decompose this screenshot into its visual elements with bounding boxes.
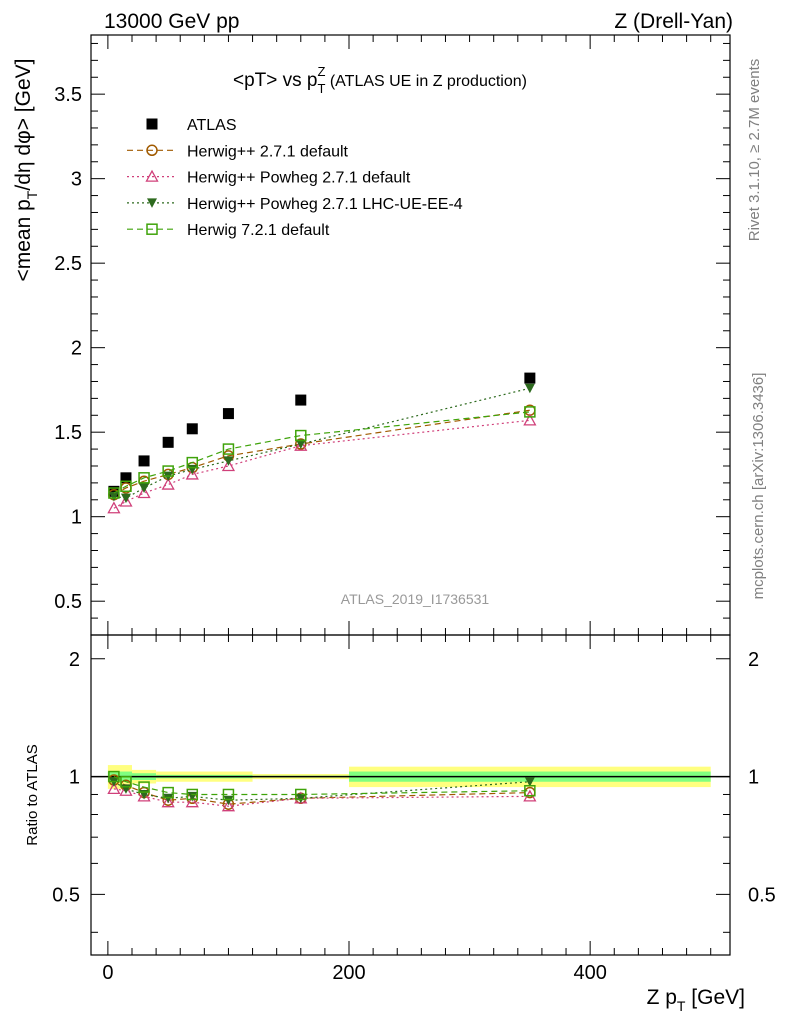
ratio-point-s1-2 <box>137 789 151 802</box>
data-point-s4-7 <box>524 406 536 418</box>
ratio-y-axis-label: Ratio to ATLAS <box>24 744 41 845</box>
ratio-point-s1-5 <box>221 799 236 812</box>
ratio-y-tick-label: 0.5 <box>52 884 80 906</box>
legend: ATLAS Herwig++ 2.7.1 default Herwig++ Powh… <box>127 117 463 239</box>
data-point-s4-3 <box>162 465 174 477</box>
data-point-s4-4 <box>186 456 199 469</box>
data-point-s3-5 <box>223 456 234 466</box>
data-point-s0-4 <box>186 423 198 435</box>
ratio-point-s3-0 <box>108 770 120 783</box>
ratio-y-tick-label: 2 <box>69 649 80 671</box>
legend-marker-0 <box>146 118 158 130</box>
data-point-s3-2 <box>139 483 150 493</box>
data-point-s0-7 <box>524 372 536 384</box>
legend-marker-2 <box>145 169 159 182</box>
ratio-point-s2-7 <box>524 777 535 787</box>
data-point-s2-0 <box>107 501 121 514</box>
x-axis-label: Z pT [GeV] <box>647 986 745 1014</box>
ratio-point-s3-6 <box>295 788 307 801</box>
data-point-s4-0 <box>108 487 120 499</box>
ratio-plot-frame <box>90 634 731 956</box>
ratio-point-s2-3 <box>163 793 174 804</box>
y-tick-label: 2.5 <box>54 253 82 275</box>
data-point-s0-6 <box>295 394 307 406</box>
main-y-axis-label: <mean pT/dη dφ> [GeV] <box>12 59 40 282</box>
x-tick-label: 200 <box>332 962 365 984</box>
ratio-point-s3-7 <box>524 784 536 797</box>
ratio-point-s2-5 <box>223 795 234 806</box>
y-tick-label: 3 <box>71 169 82 191</box>
y-tick-label: 1.5 <box>54 422 82 444</box>
legend-entry-2: Herwig++ Powheg 2.7.1 default <box>187 170 411 187</box>
ratio-point-s1-0 <box>107 782 121 795</box>
x-tick-label: 400 <box>573 962 606 984</box>
y-tick-label: 3.5 <box>54 84 82 106</box>
process-label: Z (Drell-Yan) <box>614 10 733 33</box>
main-title: <pT> vs pZ T (ATLAS UE in Z production) <box>233 64 527 96</box>
data-point-s2-1 <box>119 494 133 507</box>
data-point-s4-6 <box>295 429 307 442</box>
series-line-4 <box>113 411 530 494</box>
series-line-2 <box>113 419 530 509</box>
mcplots-label: mcplots.cern.ch [arXiv:1306.3436] <box>750 373 767 600</box>
data-point-s2-2 <box>137 486 151 499</box>
main-plot-data <box>107 372 537 514</box>
data-point-s3-1 <box>120 493 131 504</box>
ratio-point-s3-3 <box>162 786 174 799</box>
ratio-point-s3-1 <box>120 775 132 788</box>
legend-marker-1 <box>146 144 158 157</box>
data-point-s4-2 <box>138 472 150 484</box>
ratio-y-tick-label-right: 0.5 <box>748 884 776 906</box>
ratio-point-s1-3 <box>161 795 175 808</box>
beam-energy-label: 13000 GeV pp <box>104 10 239 33</box>
data-point-s4-5 <box>222 443 235 455</box>
series-line-3 <box>113 387 531 499</box>
series-line-1 <box>113 409 530 496</box>
x-tick-label: 0 <box>102 962 113 984</box>
ratio-y-tick-label: 1 <box>69 767 80 789</box>
data-point-s0-2 <box>138 455 150 467</box>
ratio-point-s3-5 <box>222 788 235 801</box>
ratio-y-tick-label-right: 1 <box>748 767 759 789</box>
data-point-s2-5 <box>221 459 236 472</box>
ratio-point-s1-4 <box>185 795 199 808</box>
main-plot-axes: 0.5 1 1.5 2 2.5 3 3.5 <box>54 35 730 636</box>
legend-entry-4: Herwig 7.2.1 default <box>187 222 330 239</box>
y-tick-label: 0.5 <box>54 591 82 613</box>
rivet-label: Rivet 3.1.10, ≥ 2.7M events <box>746 59 763 242</box>
data-point-s0-5 <box>222 408 234 420</box>
data-point-s2-7 <box>523 413 537 426</box>
data-point-s3-4 <box>187 464 198 475</box>
data-point-s2-4 <box>185 467 199 480</box>
data-point-s3-6 <box>295 439 306 450</box>
data-point-s3-0 <box>108 491 119 502</box>
ratio-plot-axes: 0.5 0.5 1 1 2 2 0 200 400 <box>52 635 776 984</box>
ratio-point-s3-2 <box>138 781 150 793</box>
data-point-s0-0 <box>108 485 120 497</box>
legend-entry-3: Herwig++ Powheg 2.7.1 LHC-UE-EE-4 <box>187 196 463 213</box>
y-tick-label: 2 <box>71 338 82 360</box>
data-point-s2-3 <box>161 477 175 490</box>
data-point-s4-1 <box>120 480 132 493</box>
analysis-id-label: ATLAS_2019_I1736531 <box>341 591 490 607</box>
data-point-s2-6 <box>294 438 308 451</box>
data-point-s0-3 <box>162 436 174 448</box>
data-point-s3-7 <box>524 383 535 394</box>
ratio-point-s1-1 <box>119 783 133 796</box>
data-point-s0-1 <box>120 472 132 484</box>
ratio-plot-data <box>91 765 730 812</box>
legend-entry-1: Herwig++ 2.7.1 default <box>187 143 349 160</box>
legend-entry-0: ATLAS <box>187 117 237 134</box>
ratio-point-s3-4 <box>186 788 199 801</box>
ratio-line-0 <box>113 779 530 805</box>
legend-marker-3 <box>147 198 157 208</box>
y-tick-label: 1 <box>71 507 82 529</box>
legend-marker-4 <box>146 223 158 235</box>
ratio-y-tick-label-right: 2 <box>748 649 759 671</box>
ratio-point-s2-6 <box>295 793 306 804</box>
